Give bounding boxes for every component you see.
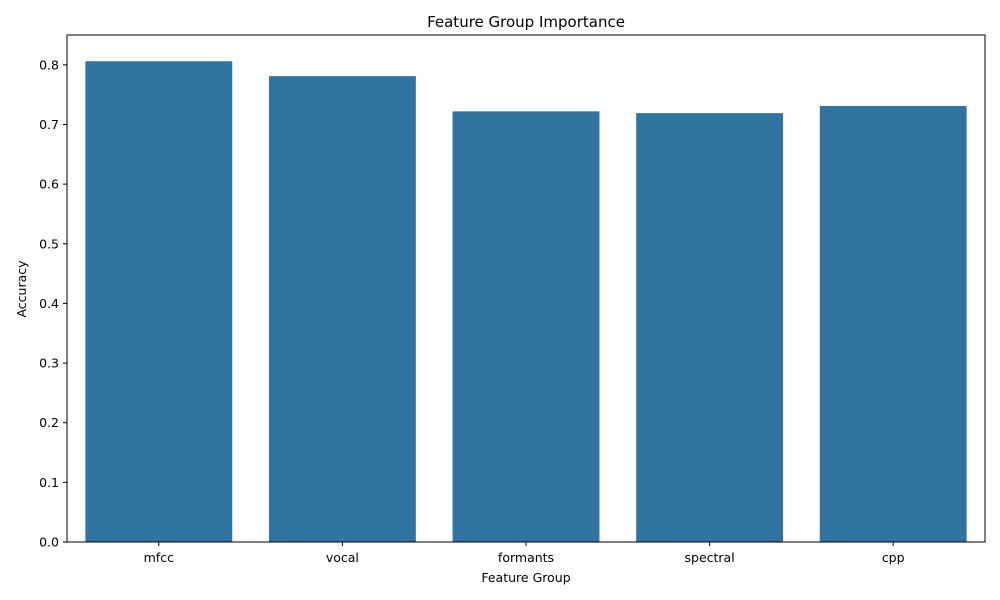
x-axis-label: Feature Group <box>481 570 570 585</box>
y-tick-label: 0.0 <box>39 535 59 550</box>
x-tick-label: formants <box>498 550 554 565</box>
y-tick-label: 0.4 <box>39 296 59 311</box>
bars-layer <box>85 61 967 543</box>
bar-cpp <box>819 105 967 542</box>
y-tick-label: 0.6 <box>39 177 59 192</box>
y-axis: 0.0 0.1 0.2 0.3 0.4 0.5 0.6 0.7 0.8 <box>39 57 67 550</box>
bar-formants <box>452 111 600 542</box>
y-tick-label: 0.3 <box>39 356 59 371</box>
bar-mfcc <box>85 61 233 543</box>
plot-frame <box>66 34 986 543</box>
bar-vocal <box>268 76 416 543</box>
y-tick-label: 0.8 <box>39 57 59 72</box>
x-axis: mfcc vocal formants spectral cpp <box>144 542 905 565</box>
bar-spectral <box>636 113 784 543</box>
y-axis-label: Accuracy <box>14 260 29 318</box>
x-tick-label: spectral <box>685 550 735 565</box>
x-tick-label: cpp <box>882 550 905 565</box>
y-tick-label: 0.1 <box>39 475 59 490</box>
y-tick-label: 0.7 <box>39 117 59 132</box>
y-tick-label: 0.2 <box>39 415 59 430</box>
x-tick-label: mfcc <box>144 550 174 565</box>
chart-title: Feature Group Importance <box>427 13 625 31</box>
x-tick-label: vocal <box>326 550 359 565</box>
y-tick-label: 0.5 <box>39 236 59 251</box>
